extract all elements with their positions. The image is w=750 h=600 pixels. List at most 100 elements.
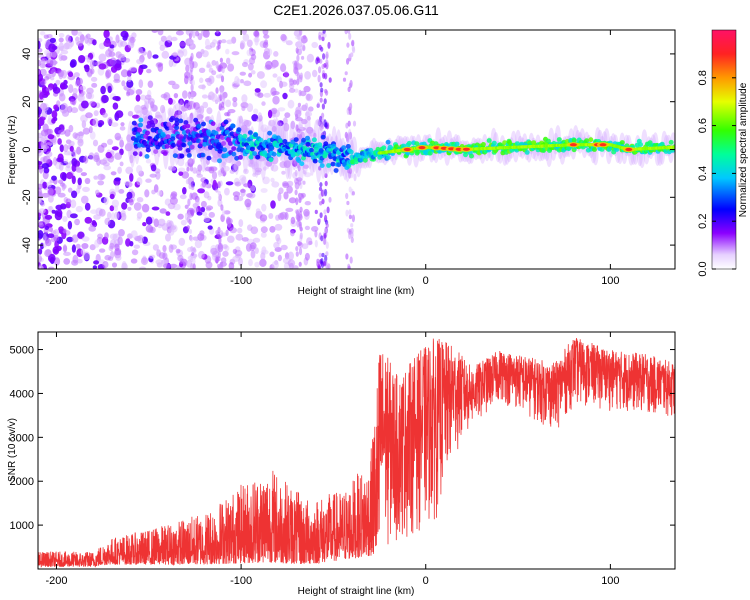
- spectrogram-cell: [353, 173, 357, 182]
- spectrogram-cell: [164, 125, 170, 131]
- spectrogram-cell: [217, 181, 221, 189]
- spectrogram-cell: [189, 64, 193, 69]
- spectrogram-cell: [145, 158, 152, 164]
- spectrogram-cell: [222, 171, 226, 177]
- spectrogram-cell: [76, 187, 81, 194]
- spectrogram-cell: [38, 53, 44, 58]
- spectrogram-cell: [253, 36, 260, 43]
- spectrogram-cell: [283, 71, 289, 78]
- spectrogram-cell: [206, 77, 213, 86]
- spectrogram-cell: [185, 179, 189, 185]
- spectrogram-cell: [121, 80, 126, 87]
- spectrogram-cell: [181, 171, 190, 179]
- spectrogram-cell: [65, 40, 73, 50]
- spectrogram-cell: [318, 44, 322, 51]
- spectrogram-cell: [195, 199, 200, 206]
- spectrogram-cell: [149, 173, 157, 178]
- spectrogram-cell: [619, 140, 625, 145]
- spectrogram-cell: [107, 117, 113, 125]
- spectrogram-cell: [117, 236, 123, 246]
- spectrogram-cell: [427, 150, 433, 156]
- spectrogram-cell: [256, 71, 265, 79]
- spectrogram-cell: [177, 50, 184, 58]
- spectrogram-cell: [193, 254, 197, 260]
- spectrogram-cell: [323, 232, 327, 239]
- spectrogram-cell: [324, 227, 328, 234]
- spectrogram-cell: [260, 80, 268, 89]
- spectrogram-cell: [318, 34, 322, 41]
- spectrogram-cell: [69, 145, 74, 152]
- spectrogram-cell: [255, 208, 261, 214]
- spectrogram-cell: [83, 251, 91, 261]
- spectrogram-cell: [324, 188, 328, 197]
- spectrogram-cell: [135, 89, 143, 95]
- spectrogram-ylabel: Frequency (Hz): [7, 116, 18, 185]
- spectrogram-cell: [271, 91, 280, 96]
- spectrogram-cell: [295, 156, 301, 162]
- spectrogram-cell: [218, 39, 222, 45]
- spectrogram-cell: [38, 220, 44, 226]
- spectrogram-cell: [146, 68, 152, 74]
- spectrogram-cell: [127, 75, 132, 83]
- spectrogram-cell: [155, 171, 161, 180]
- spectrogram-cell: [321, 112, 325, 119]
- snr-xlabel: Height of straight line (km): [298, 586, 415, 597]
- spectrogram-cell: [72, 254, 79, 264]
- spectrogram-cell: [298, 247, 303, 256]
- spectrogram-cell: [314, 209, 318, 215]
- spectrogram-cell: [254, 88, 261, 93]
- spectrogram-cell: [39, 102, 48, 111]
- spectrogram-cell: [341, 145, 347, 151]
- spectrogram-cell: [271, 181, 280, 188]
- spectrogram-cell: [323, 237, 327, 245]
- spectrogram-cell: [232, 101, 238, 108]
- spectrogram-cell: [271, 63, 277, 69]
- spectrogram-cell: [137, 234, 145, 244]
- spectrogram-cell: [71, 30, 78, 36]
- spectrogram-cell: [178, 167, 186, 172]
- spectrogram-cell: [160, 104, 166, 114]
- spectrogram-cell: [295, 251, 299, 257]
- spectrogram-cell: [126, 91, 131, 97]
- spectrogram-cell: [271, 107, 278, 115]
- spectrogram-cell: [47, 187, 54, 196]
- spectrogram-cell: [173, 93, 179, 99]
- spectrogram-cell: [302, 164, 309, 169]
- spectrogram-cell: [268, 157, 274, 163]
- spectrogram-cell: [222, 161, 226, 167]
- spectrogram-cell: [497, 142, 503, 148]
- spectrogram-cell: [219, 88, 224, 96]
- spectrogram-cell: [77, 231, 85, 239]
- spectrogram-cell: [92, 265, 98, 269]
- spectrogram-cell: [228, 262, 235, 269]
- spectrogram-cell: [215, 60, 219, 69]
- spectrogram-cell: [190, 245, 194, 252]
- spectrogram-cell: [198, 84, 206, 90]
- spectrogram-cell: [104, 217, 111, 226]
- spectrogram-cell: [322, 261, 326, 267]
- spectrogram-cell: [58, 42, 64, 51]
- spectrogram-cell: [285, 207, 294, 212]
- spectrogram-cell: [219, 261, 223, 268]
- spectrogram-cell: [293, 66, 299, 75]
- spectrogram-cell: [486, 138, 492, 143]
- spectrogram-cell: [296, 54, 300, 62]
- spectrogram-cell: [346, 58, 350, 65]
- spectrogram-cell: [592, 147, 597, 152]
- spectrogram-cell: [268, 213, 274, 219]
- spectrogram-cell: [309, 147, 315, 153]
- spectrogram-cell: [294, 88, 299, 93]
- spectrogram-cell: [190, 42, 194, 48]
- spectrogram-cell: [201, 94, 208, 99]
- snr-ylabel: SNR (10 * v/v): [7, 418, 18, 482]
- spectrogram-cell: [304, 102, 309, 110]
- spectrogram-cell: [295, 210, 300, 217]
- spectrogram-cell: [190, 209, 195, 217]
- spectrogram-cell: [312, 69, 318, 78]
- spectrogram-cell: [241, 94, 248, 103]
- spectrogram-cell: [215, 153, 219, 161]
- spectrogram-cell: [290, 152, 296, 157]
- spectrogram-cell: [105, 49, 113, 58]
- spectrogram-cell: [58, 93, 66, 102]
